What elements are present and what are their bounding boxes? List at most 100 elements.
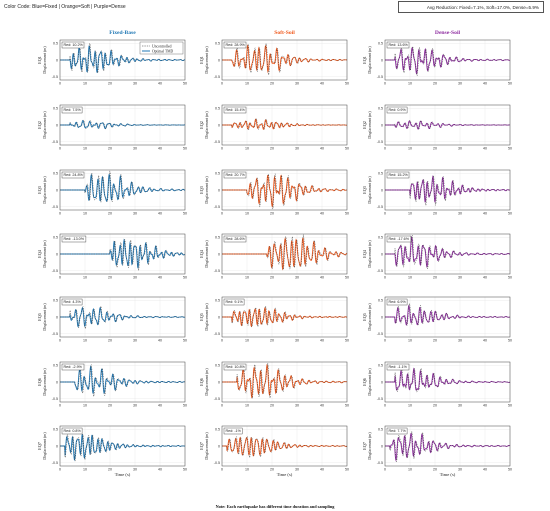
x-tick-label: 0 <box>59 212 61 216</box>
row-label-eq1: EQ1 <box>37 56 42 64</box>
reduction-label: Red: -17.6% <box>389 237 410 241</box>
y-tick-label: -0.5 <box>377 75 383 79</box>
reduction-label: Red: 0.9% <box>389 108 407 112</box>
y-tick-label: -0.5 <box>214 75 220 79</box>
series-uncontrolled <box>222 305 348 328</box>
x-tick-label: 10 <box>83 339 87 343</box>
x-tick-label: 30 <box>458 339 462 343</box>
series-uncontrolled <box>60 42 186 74</box>
x-tick-label: 50 <box>345 212 349 216</box>
plot-frame <box>384 296 511 338</box>
x-tick-label: 0 <box>384 212 386 216</box>
x-tick-label: 10 <box>408 339 412 343</box>
y-tick-label: -0.5 <box>52 140 58 144</box>
x-tick-label: 0 <box>221 212 223 216</box>
reduction-label: Red: 15.4% <box>226 108 246 112</box>
x-tick-label: 20 <box>108 404 112 408</box>
x-tick-label: 50 <box>345 82 349 86</box>
y-tick-label: -0.5 <box>52 397 58 401</box>
x-tick-label: 30 <box>458 82 462 86</box>
x-tick-label: 50 <box>183 276 187 280</box>
plot-frame <box>59 361 186 403</box>
row-label-eq4: EQ4 <box>199 249 204 258</box>
x-tick-label: 50 <box>508 147 512 151</box>
reduction-label: Red: -13.0% <box>64 237 85 241</box>
series-uncontrolled <box>222 362 348 400</box>
y-tick-label: 0.5 <box>53 172 58 176</box>
x-tick-label: 20 <box>270 404 274 408</box>
y-tick-label: -0.5 <box>377 205 383 209</box>
series-uncontrolled <box>222 43 348 76</box>
x-axis-label: Time (s) <box>115 472 131 477</box>
x-tick-label: 20 <box>433 147 437 151</box>
row-label-eq2: EQ2 <box>199 121 204 129</box>
x-tick-label: 50 <box>508 82 512 86</box>
y-tick-label: 0.5 <box>53 428 58 432</box>
y-tick-label: -0.5 <box>214 140 220 144</box>
plot-frame <box>384 169 511 211</box>
series-optimal-tmd <box>60 434 186 461</box>
x-tick-label: 40 <box>158 212 162 216</box>
row-label-eq1: EQ1 <box>199 56 204 64</box>
row-label-eq6: EQ6 <box>199 378 204 386</box>
x-tick-label: 20 <box>270 147 274 151</box>
reduction-box <box>61 171 85 179</box>
x-tick-label: 30 <box>133 468 137 472</box>
series-optimal-tmd <box>385 175 511 203</box>
reduction-box <box>386 235 412 243</box>
x-tick-label: 20 <box>108 212 112 216</box>
y-tick-label: 0 <box>56 380 58 384</box>
y-tick-label: 0.5 <box>53 42 58 46</box>
avg-reduction-box: Avg Reduction: Fixed=7.1%, Soft=17.0%, D… <box>398 1 544 13</box>
reduction-box <box>61 298 83 306</box>
x-tick-label: 40 <box>320 276 324 280</box>
y-tick-label: 0.5 <box>215 172 220 176</box>
x-tick-label: 0 <box>384 468 386 472</box>
y-tick-label: 0 <box>56 188 58 192</box>
x-tick-label: 20 <box>108 339 112 343</box>
x-tick-label: 20 <box>433 404 437 408</box>
x-tick-label: 50 <box>183 339 187 343</box>
x-tick-label: 20 <box>433 339 437 343</box>
y-tick-label: 0.5 <box>378 428 383 432</box>
x-tick-label: 0 <box>59 404 61 408</box>
reduction-label: Red: 4.3% <box>64 300 82 304</box>
y-axis-label: Displacement (m) <box>368 240 372 268</box>
y-tick-label: 0 <box>218 380 220 384</box>
x-tick-label: 30 <box>458 468 462 472</box>
x-tick-label: 10 <box>245 212 249 216</box>
reduction-box <box>61 41 85 49</box>
x-tick-label: 10 <box>83 212 87 216</box>
row-label-eq7: EQ7 <box>362 442 367 450</box>
y-axis-label: Displacement (m) <box>205 176 209 204</box>
x-tick-label: 30 <box>295 468 299 472</box>
reduction-box <box>386 363 410 371</box>
plot-frame <box>59 296 186 338</box>
reduction-label: Red: 10.2% <box>64 43 84 47</box>
x-tick-label: 30 <box>133 212 137 216</box>
y-tick-label: 0 <box>56 315 58 319</box>
x-tick-label: 40 <box>320 82 324 86</box>
y-axis-label: Displacement (m) <box>205 368 209 396</box>
series-uncontrolled <box>385 46 511 77</box>
row-label-eq6: EQ6 <box>362 378 367 386</box>
y-tick-label: 0 <box>218 58 220 62</box>
reduction-label: Red: 28.9% <box>226 43 246 47</box>
x-tick-label: 10 <box>245 82 249 86</box>
y-tick-label: -0.5 <box>52 75 58 79</box>
x-tick-label: 0 <box>221 82 223 86</box>
x-tick-label: 10 <box>408 276 412 280</box>
x-tick-label: 10 <box>245 404 249 408</box>
reduction-box <box>386 41 410 49</box>
reduction-box <box>61 106 83 114</box>
y-tick-label: 0 <box>381 380 383 384</box>
x-axis-label: Time (s) <box>277 472 293 477</box>
x-tick-label: 50 <box>183 147 187 151</box>
